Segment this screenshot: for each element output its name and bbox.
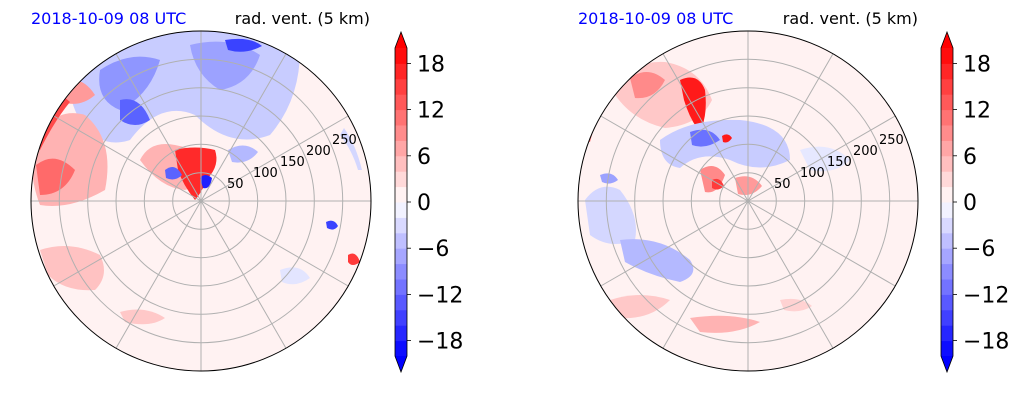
right-colorbar-extend-min	[941, 356, 953, 372]
right-ring-label: 50	[774, 177, 791, 192]
left-colorbar-band	[395, 294, 407, 311]
right-panel-variable-title: rad. vent. (5 km)	[783, 9, 918, 28]
left-ring-label: 100	[253, 166, 278, 181]
right-colorbar-band	[941, 63, 953, 80]
right-colorbar-outline	[940, 30, 954, 374]
left-panel-datetime: 2018-10-09 08 UTC	[31, 9, 186, 28]
left-polar-grid	[31, 31, 371, 371]
right-colorbar-band	[941, 309, 953, 326]
left-ring-label: 50	[227, 177, 244, 192]
left-colorbar-band	[395, 155, 407, 172]
left-colorbar-band	[395, 171, 407, 188]
right-colorbar-band	[941, 325, 953, 342]
right-ring-label: 150	[827, 155, 852, 170]
right-colorbar-band	[941, 340, 953, 357]
left-colorbar-band	[395, 202, 407, 218]
left-colorbar-band	[395, 325, 407, 342]
right-ring-labels: 50 100 150 200 250	[774, 133, 904, 192]
left-colorbar-tick-label: 12	[417, 99, 445, 124]
right-colorbar-tick-label: −12	[963, 283, 1009, 308]
left-colorbar-band	[395, 109, 407, 126]
right-colorbar-band	[941, 294, 953, 311]
right-colorbar-band	[941, 109, 953, 126]
left-colorbar-outline	[394, 30, 408, 374]
left-colorbar-band	[395, 125, 407, 141]
left-colorbar-tick-label: 18	[417, 52, 445, 77]
right-colorbar-band	[941, 248, 953, 265]
left-panel-variable-title: rad. vent. (5 km)	[235, 9, 370, 28]
left-polar-boundary	[30, 30, 372, 372]
left-colorbar-band	[395, 63, 407, 80]
left-ring-label: 250	[332, 133, 357, 148]
left-colorbar-tick-label: −12	[417, 283, 463, 308]
right-panel-datetime: 2018-10-09 08 UTC	[578, 9, 733, 28]
right-ring-label: 200	[853, 144, 878, 159]
right-colorbar-tick-label: −6	[963, 237, 995, 262]
right-colorbar-tick-label: 6	[963, 145, 977, 170]
left-colorbar-band	[395, 140, 407, 157]
right-colorbar-band	[941, 78, 953, 95]
right-colorbar-band	[941, 263, 953, 280]
right-colorbar-band	[941, 186, 953, 203]
right-colorbar-band	[941, 125, 953, 141]
left-ring-label: 150	[280, 155, 305, 170]
left-colorbar-band	[395, 186, 407, 203]
left-colorbar-band	[395, 248, 407, 265]
right-panel: 2018-10-09 08 UTC rad. vent. (5 km)	[577, 9, 1009, 374]
right-colorbar-band	[941, 279, 953, 295]
right-colorbar-band	[941, 94, 953, 111]
left-colorbar-extend-max	[395, 32, 407, 48]
right-colorbar-tick-label: −18	[963, 330, 1009, 355]
right-colorbar-ticks: −18 −12 −6 0 6 12 18	[953, 52, 1009, 355]
left-colorbar-tick-label: −18	[417, 330, 463, 355]
right-colorbar-band	[941, 155, 953, 172]
right-ring-label: 100	[800, 166, 825, 181]
left-colorbar-bands	[394, 30, 408, 374]
left-colorbar-band	[395, 232, 407, 249]
right-colorbar: −18 −12 −6 0 6 12 18	[940, 30, 1009, 374]
left-colorbar-band	[395, 263, 407, 280]
right-colorbar-band	[941, 48, 953, 64]
left-colorbar-band	[395, 340, 407, 357]
left-colorbar-ticks: −18 −12 −6 0 6 12 18	[407, 52, 463, 355]
right-colorbar-band	[941, 217, 953, 234]
right-colorbar-band	[941, 202, 953, 218]
right-colorbar-extend-max	[941, 32, 953, 48]
left-ring-label: 200	[306, 144, 331, 159]
right-colorbar-band	[941, 232, 953, 249]
left-colorbar-tick-label: 0	[417, 191, 431, 216]
left-colorbar: −18 −12 −6 0 6 12 18	[394, 30, 463, 374]
right-polar-grid	[578, 31, 918, 371]
right-colorbar-tick-label: 0	[963, 191, 977, 216]
left-colorbar-extend-min	[395, 356, 407, 372]
right-grid-spoke	[662, 53, 834, 349]
left-colorbar-band	[395, 94, 407, 111]
right-colorbar-band	[941, 171, 953, 188]
right-colorbar-bands	[940, 30, 954, 374]
right-polar-boundary	[577, 30, 919, 372]
left-grid-spoke	[115, 53, 287, 349]
left-colorbar-band	[395, 78, 407, 95]
right-colorbar-tick-label: 12	[963, 99, 991, 124]
right-colorbar-tick-label: 18	[963, 52, 991, 77]
left-colorbar-band	[395, 217, 407, 234]
left-colorbar-tick-label: −6	[417, 237, 449, 262]
right-ring-label: 250	[879, 133, 904, 148]
left-panel: 2018-10-09 08 UTC rad. vent. (5 km)	[30, 9, 463, 374]
right-field-features	[582, 61, 905, 333]
left-colorbar-tick-label: 6	[417, 145, 431, 170]
left-colorbar-band	[395, 48, 407, 64]
left-ring-labels: 50 100 150 200 250	[227, 133, 357, 192]
left-colorbar-band	[395, 279, 407, 295]
right-colorbar-band	[941, 140, 953, 157]
left-colorbar-band	[395, 309, 407, 326]
